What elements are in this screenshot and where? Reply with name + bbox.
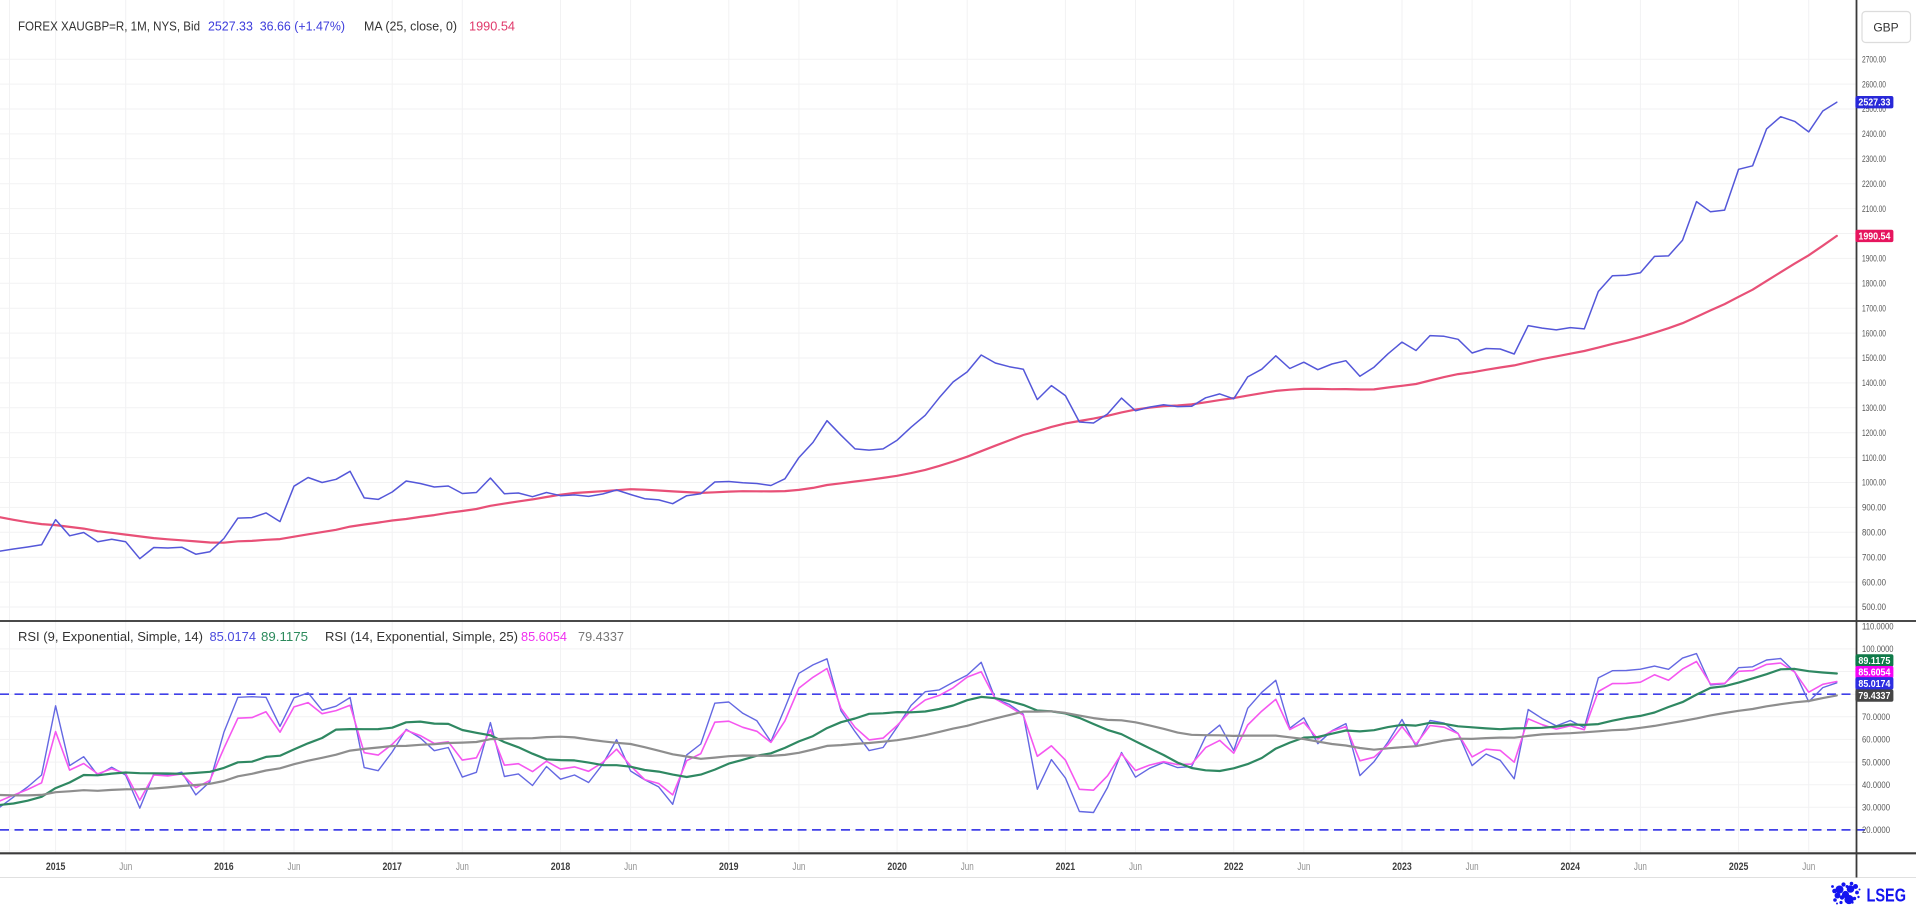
svg-text:2600.00: 2600.00 [1862,79,1886,90]
svg-text:1700.00: 1700.00 [1862,303,1886,314]
svg-text:FOREX XAUGBP=R, 1M, NYS, Bid: FOREX XAUGBP=R, 1M, NYS, Bid [18,19,200,34]
svg-text:Jun: Jun [119,861,132,873]
svg-text:2700.00: 2700.00 [1862,54,1886,65]
svg-text:2200.00: 2200.00 [1862,179,1886,190]
svg-text:1800.00: 1800.00 [1862,279,1886,290]
svg-text:600.00: 600.00 [1862,577,1886,588]
svg-text:LSEG: LSEG [1867,886,1907,906]
svg-text:RSI (9, Exponential, Simple, 1: RSI (9, Exponential, Simple, 14) [18,629,203,644]
svg-text:2500.00: 2500.00 [1862,104,1886,115]
svg-text:2019: 2019 [719,861,739,873]
svg-text:89.1175: 89.1175 [261,629,308,644]
svg-text:2018: 2018 [551,861,571,873]
svg-text:1000.00: 1000.00 [1862,478,1886,489]
svg-text:Jun: Jun [1466,861,1479,873]
svg-text:85.6054: 85.6054 [521,629,567,644]
svg-text:2017: 2017 [382,861,402,873]
svg-text:1200.00: 1200.00 [1862,428,1886,439]
svg-text:1900.00: 1900.00 [1862,254,1886,265]
svg-text:2025: 2025 [1729,861,1749,873]
svg-text:1990.54: 1990.54 [1858,231,1890,242]
svg-text:2023: 2023 [1392,861,1412,873]
svg-text:79.4337: 79.4337 [1858,691,1890,702]
svg-text:Jun: Jun [792,861,805,873]
svg-text:2016: 2016 [214,861,234,873]
svg-text:700.00: 700.00 [1862,552,1886,563]
svg-text:2020: 2020 [887,861,907,873]
svg-text:2527.33 36.66 (+1.47%): 2527.33 36.66 (+1.47%) [208,19,345,34]
svg-text:Jun: Jun [288,861,301,873]
svg-text:1500.00: 1500.00 [1862,353,1886,364]
svg-text:Jun: Jun [1802,861,1815,873]
svg-text:1600.00: 1600.00 [1862,328,1886,339]
svg-text:RSI (14, Exponential, Simple,: RSI (14, Exponential, Simple, 25) [325,629,518,644]
svg-text:Jun: Jun [624,861,637,873]
svg-text:2300.00: 2300.00 [1862,154,1886,165]
svg-text:79.4337: 79.4337 [578,629,624,644]
svg-text:85.0174: 85.0174 [210,629,257,644]
svg-text:110.0000: 110.0000 [1862,621,1894,632]
svg-text:Jun: Jun [1297,861,1310,873]
svg-text:2021: 2021 [1056,861,1076,873]
svg-text:2024: 2024 [1561,861,1581,873]
svg-text:100.0000: 100.0000 [1862,644,1894,655]
svg-text:1990.54: 1990.54 [469,19,515,34]
svg-text:Jun: Jun [456,861,469,873]
svg-text:Jun: Jun [961,861,974,873]
svg-text:Jun: Jun [1634,861,1647,873]
svg-text:50.0000: 50.0000 [1862,757,1890,768]
svg-text:Jun: Jun [1129,861,1142,873]
svg-text:2100.00: 2100.00 [1862,204,1886,215]
svg-text:89.1175: 89.1175 [1858,656,1890,667]
svg-text:2400.00: 2400.00 [1862,129,1886,140]
svg-text:20.0000: 20.0000 [1862,825,1890,836]
svg-text:85.6054: 85.6054 [1858,668,1890,679]
svg-text:1100.00: 1100.00 [1862,453,1886,464]
svg-text:85.0174: 85.0174 [1858,679,1890,690]
svg-text:500.00: 500.00 [1862,602,1886,613]
svg-text:30.0000: 30.0000 [1862,803,1890,814]
svg-text:MA (25, close, 0): MA (25, close, 0) [364,19,457,34]
svg-text:900.00: 900.00 [1862,503,1886,514]
svg-text:800.00: 800.00 [1862,528,1886,539]
svg-text:1300.00: 1300.00 [1862,403,1886,414]
svg-text:70.0000: 70.0000 [1862,712,1890,723]
svg-text:GBP: GBP [1873,21,1898,35]
svg-text:40.0000: 40.0000 [1862,780,1890,791]
svg-text:2022: 2022 [1224,861,1244,873]
svg-text:2527.33: 2527.33 [1858,98,1890,109]
svg-text:1400.00: 1400.00 [1862,378,1886,389]
svg-text:2015: 2015 [46,861,66,873]
svg-text:60.0000: 60.0000 [1862,735,1890,746]
